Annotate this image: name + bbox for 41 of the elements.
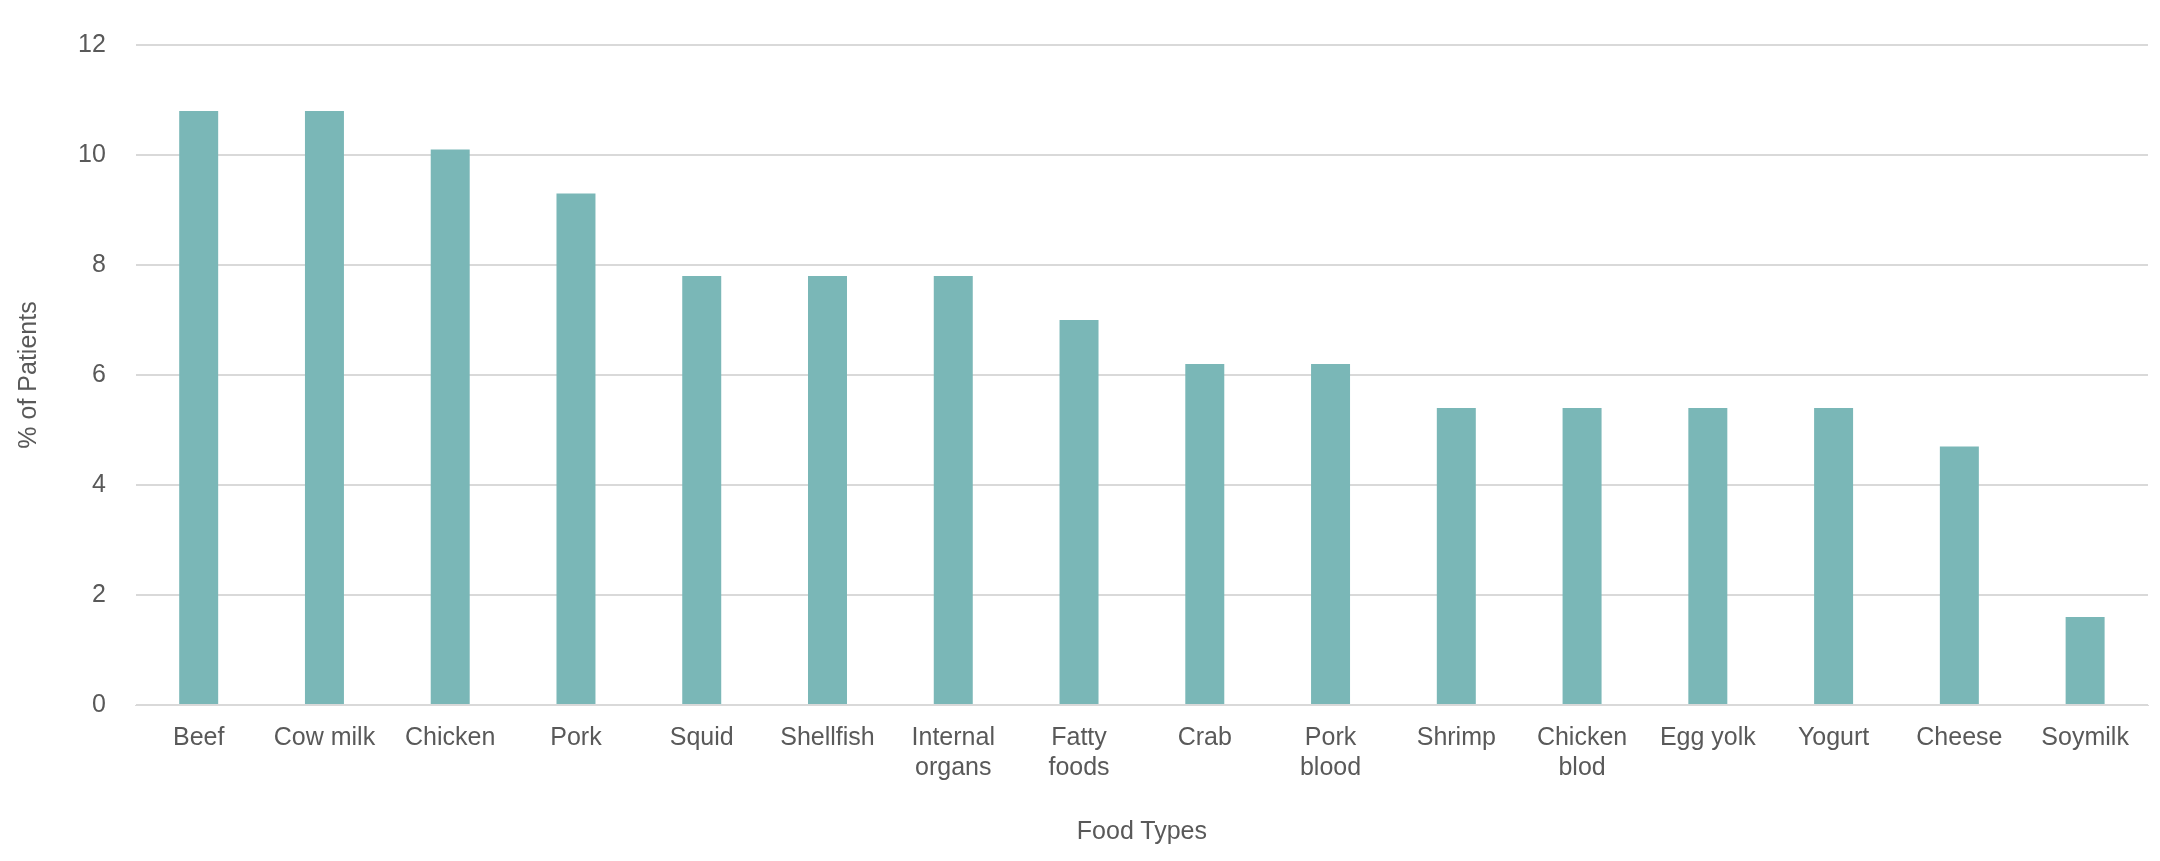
y-tick-label: 10 <box>78 138 106 167</box>
bar <box>304 111 344 704</box>
bar <box>1688 408 1728 704</box>
x-tick-label: Cow milk <box>273 721 376 750</box>
bar <box>1311 364 1351 704</box>
x-tick-label: Yogurt <box>1797 721 1870 750</box>
x-tick-label: Pork <box>550 721 603 750</box>
bar <box>933 276 973 704</box>
x-tick-label: Beef <box>172 721 225 750</box>
y-tick-label: 12 <box>78 28 106 57</box>
bar <box>1185 364 1225 704</box>
bar <box>1059 320 1099 704</box>
y-tick-label: 0 <box>91 688 106 717</box>
bar <box>1436 408 1476 704</box>
bar <box>1814 408 1854 704</box>
y-tick-label: 2 <box>91 578 106 607</box>
bar <box>430 149 470 704</box>
x-tick-label: Fatty foods <box>1048 721 1110 780</box>
x-tick-label: Shrimp <box>1416 721 1496 750</box>
bar <box>2065 617 2105 704</box>
x-tick-label: Egg yolk <box>1659 721 1757 750</box>
bar <box>1939 446 1979 704</box>
x-tick-label: Squid <box>669 721 734 750</box>
x-axis-title: Food Types <box>1076 815 1207 844</box>
y-tick-label: 6 <box>91 358 106 387</box>
x-tick-label: Soymilk <box>2041 721 2130 750</box>
y-tick-label: 4 <box>91 468 106 497</box>
bar <box>179 111 219 704</box>
x-tick-label: Shellfish <box>780 721 875 750</box>
x-tick-label: Pork blood <box>1299 721 1362 780</box>
x-tick-label: Crab <box>1177 721 1232 750</box>
x-tick-label: Chicken blod <box>1536 721 1628 780</box>
y-tick-label: 8 <box>91 248 106 277</box>
x-tick-label: Chicken <box>405 721 496 750</box>
bar <box>808 276 847 704</box>
y-axis-title: % of Patients <box>12 301 41 449</box>
x-tick-label: Internal organs <box>911 721 995 780</box>
bar <box>682 276 722 704</box>
bar <box>1562 408 1602 704</box>
x-tick-label: Cheese <box>1916 721 2003 750</box>
bar <box>556 193 596 704</box>
